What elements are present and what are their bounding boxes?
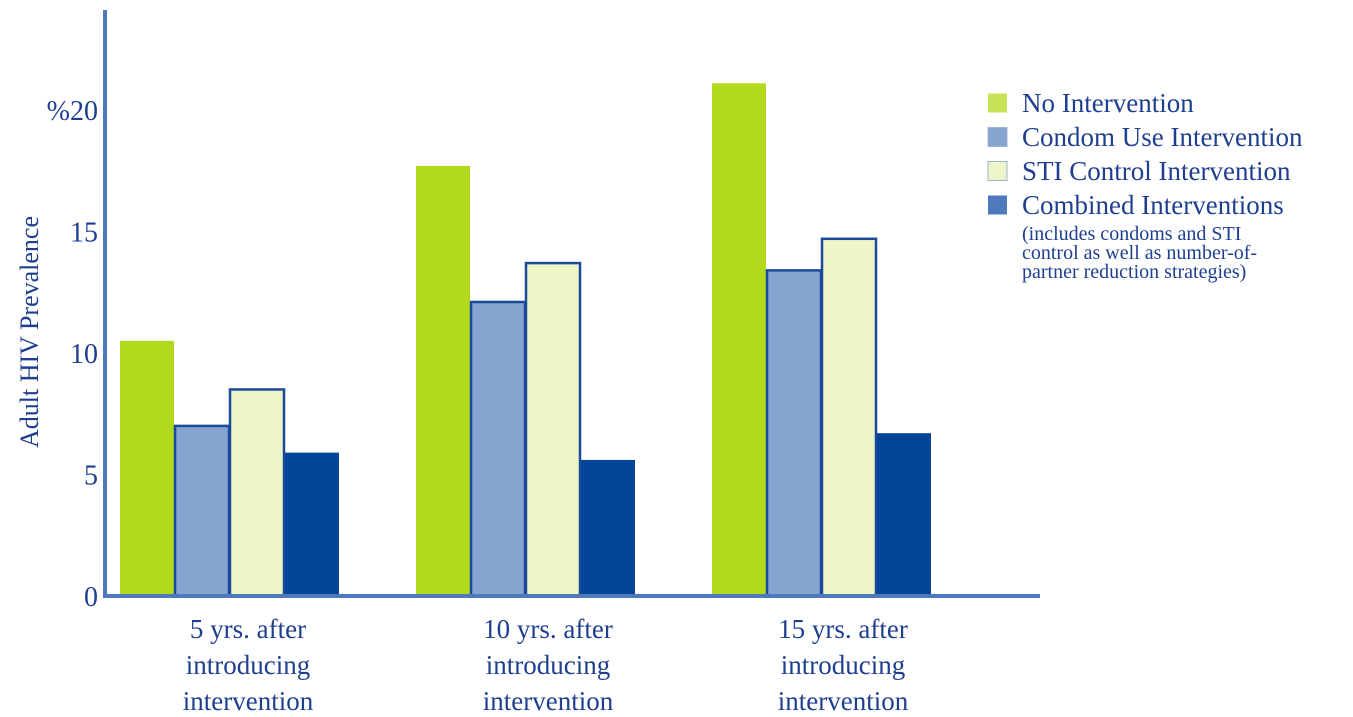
y-tick-labels: 0 5 10 15 %20: [47, 96, 98, 613]
bar-4-2: [581, 459, 635, 596]
legend-note-line-2: control as well as number-of-: [1022, 242, 1257, 264]
legend-note-line-3: partner reduction strategies): [1022, 261, 1246, 283]
y-tick-label-0: 0: [84, 582, 98, 613]
category-label-3-1: 15 yrs. after: [778, 614, 908, 644]
bar-3-2: [524, 261, 582, 598]
category-label-1-1: 5 yrs. after: [190, 614, 306, 644]
category-label-1-3: intervention: [183, 686, 314, 716]
category-label-2-2: introducing: [486, 650, 610, 680]
bar-2-3: [765, 269, 823, 598]
legend-label-3: STI Control Intervention: [1022, 156, 1291, 186]
y-axis-label: Adult HIV Prevalence: [15, 216, 44, 448]
bar-2-1: [173, 424, 231, 598]
category-labels: 5 yrs. after introducing intervention 10 yr…: [183, 614, 909, 716]
bar-1-3: [712, 83, 766, 596]
category-label-1-2: introducing: [186, 650, 310, 680]
y-tick-label-3: 15: [70, 218, 98, 249]
y-tick-label-1: 5: [84, 461, 98, 492]
bar-3-3: [820, 237, 878, 598]
legend-swatch-2: [987, 127, 1008, 147]
bar-1-1: [120, 340, 174, 596]
category-label-2-1: 10 yrs. after: [483, 614, 613, 644]
bars-group: [120, 83, 931, 598]
legend-swatch-4: [988, 195, 1007, 215]
category-label-3-2: introducing: [781, 650, 905, 680]
bar-4-3: [877, 433, 931, 596]
bar-1-2: [416, 165, 470, 596]
bar-4-1: [285, 452, 339, 596]
legend-swatch-1: [988, 93, 1007, 113]
y-tick-label-2: 10: [70, 339, 98, 370]
y-tick-label-4: %20: [47, 96, 98, 127]
legend-note-line-1: (includes condoms and STI: [1022, 223, 1241, 245]
legend-label-4: Combined Interventions: [1022, 190, 1284, 220]
axes-group: [103, 10, 1040, 598]
legend-swatch-3: [987, 161, 1008, 181]
legend: No Intervention Condom Use Intervention ST…: [987, 88, 1303, 283]
legend-label-1: No Intervention: [1022, 88, 1194, 118]
bar-3-1: [228, 388, 286, 598]
category-label-3-3: intervention: [778, 686, 909, 716]
legend-label-2: Condom Use Intervention: [1022, 122, 1303, 152]
bar-2-2: [469, 300, 527, 598]
category-label-2-3: intervention: [483, 686, 614, 716]
